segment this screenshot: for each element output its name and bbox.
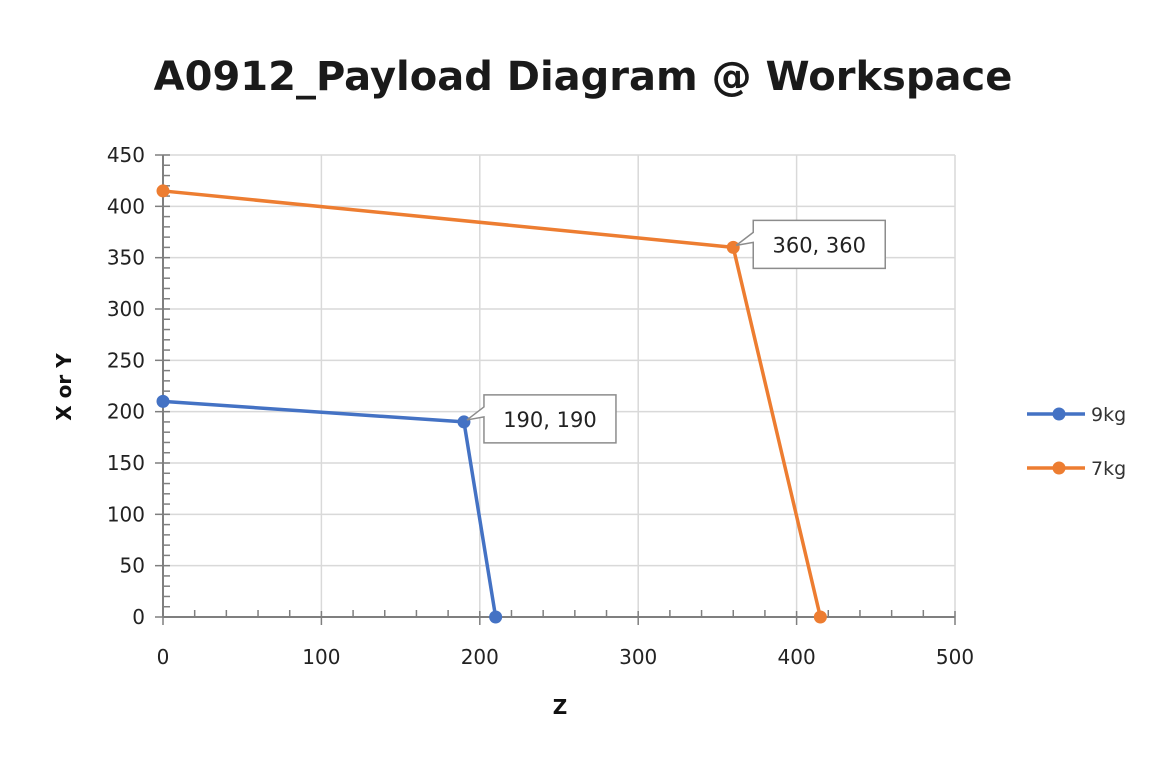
- chart-title: A0912_Payload Diagram @ Workspace: [154, 54, 1013, 100]
- gridlines: [163, 154, 956, 617]
- data-point-7kg: [813, 610, 827, 624]
- data-label: 360, 360: [772, 233, 866, 257]
- x-tick-label: 400: [778, 645, 816, 669]
- y-tick-label: 0: [132, 605, 145, 629]
- y-tick-label: 250: [107, 348, 145, 372]
- y-axis-label: X or Y: [52, 353, 76, 421]
- tick-labels: 0 100 200 300 400 500 0 50 100 150 200 250 300 350 400…: [107, 143, 974, 669]
- y-tick-label: 50: [120, 554, 145, 578]
- series: [156, 184, 827, 624]
- data-labels: 190, 190 360, 360: [466, 219, 886, 444]
- x-tick-label: 100: [302, 645, 340, 669]
- legend-label-7kg: 7kg: [1091, 458, 1126, 480]
- y-tick-label: 300: [107, 297, 145, 321]
- data-label-box: [735, 219, 886, 270]
- data-point-9kg: [489, 610, 503, 624]
- x-tick-label: 0: [157, 645, 170, 669]
- y-tick-label: 450: [107, 143, 145, 167]
- legend[interactable]: 9kg 7kg: [1027, 404, 1126, 480]
- x-axis-label: Z: [553, 695, 568, 719]
- y-tick-label: 400: [107, 194, 145, 218]
- x-tick-label: 200: [461, 645, 499, 669]
- x-tick-label: 500: [936, 645, 974, 669]
- data-point-9kg: [156, 394, 170, 408]
- y-tick-label: 200: [107, 400, 145, 424]
- data-point-9kg: [457, 415, 471, 429]
- x-tick-label: 300: [619, 645, 657, 669]
- series-line-9kg: [162, 399, 498, 618]
- data-point-7kg: [156, 184, 170, 198]
- legend-marker-7kg: [1052, 461, 1066, 475]
- data-label-box: [466, 394, 617, 444]
- y-tick-label: 150: [107, 451, 145, 475]
- data-label: 190, 190: [503, 408, 597, 432]
- y-tick-label: 100: [107, 502, 145, 526]
- legend-marker-9kg: [1052, 407, 1066, 421]
- y-tick-label: 350: [107, 246, 145, 270]
- data-point-7kg: [726, 240, 740, 254]
- legend-label-9kg: 9kg: [1091, 404, 1126, 426]
